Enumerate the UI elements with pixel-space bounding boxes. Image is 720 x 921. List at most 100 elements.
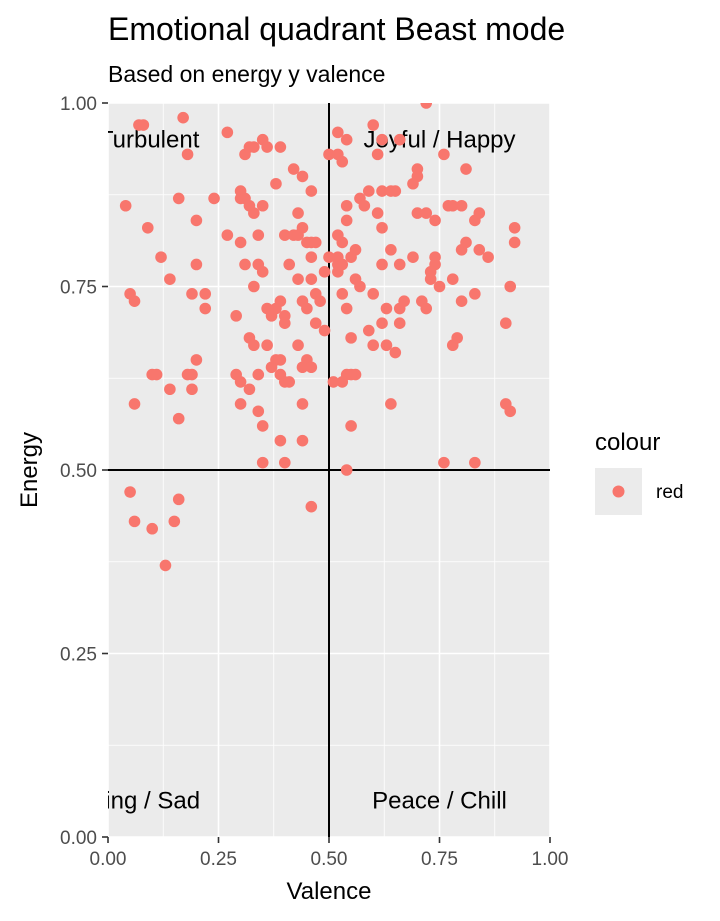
data-point: [128, 295, 141, 307]
data-point: [482, 251, 494, 263]
data-point: [398, 295, 410, 307]
data-point: [177, 111, 189, 124]
data-point: [336, 155, 349, 168]
data-point: [150, 368, 163, 381]
data-point: [393, 317, 406, 330]
data-point: [314, 295, 326, 307]
data-point: [261, 339, 273, 352]
data-point: [172, 412, 185, 425]
data-points: [119, 103, 521, 572]
data-point: [340, 464, 353, 476]
annotation-depressing-sad: Depressing / Sad: [16, 787, 200, 814]
data-point: [393, 133, 406, 146]
data-point: [296, 221, 309, 234]
data-point: [172, 192, 185, 205]
data-point: [256, 456, 269, 469]
data-point: [248, 141, 260, 153]
data-point: [433, 280, 446, 293]
y-axis-title: Energy: [16, 432, 43, 508]
data-point: [336, 258, 349, 271]
data-point: [407, 177, 419, 190]
data-point: [376, 221, 388, 234]
y-tick-label: 0.50: [60, 461, 97, 482]
data-point: [283, 258, 296, 271]
data-point: [155, 251, 167, 263]
data-point: [376, 185, 388, 197]
data-point: [460, 236, 472, 249]
data-point: [296, 434, 309, 447]
data-point: [349, 368, 362, 381]
data-point: [367, 288, 380, 300]
y-tick-label: 0.75: [60, 278, 97, 299]
data-point: [164, 383, 176, 396]
data-point: [345, 332, 357, 344]
data-point: [141, 221, 154, 234]
data-point: [420, 207, 433, 219]
data-point: [345, 420, 357, 432]
data-point: [455, 199, 468, 212]
data-point: [159, 559, 172, 572]
annotation-peace-chill: Peace / Chill: [372, 787, 507, 814]
data-point: [446, 199, 459, 212]
data-point: [221, 229, 234, 241]
data-point: [362, 185, 375, 197]
data-point: [371, 148, 384, 161]
data-point: [438, 456, 450, 469]
data-point: [473, 207, 486, 219]
data-point: [301, 302, 313, 315]
data-point: [124, 486, 136, 498]
data-point: [292, 207, 304, 219]
data-point: [424, 266, 437, 278]
data-point: [168, 515, 181, 528]
data-point: [349, 244, 362, 256]
data-point: [473, 244, 486, 256]
x-tick-label: 0.25: [200, 849, 237, 870]
data-point: [252, 405, 265, 418]
annotation-joyful-happy: Joyful / Happy: [363, 127, 515, 154]
data-point: [248, 207, 260, 219]
x-tick-label: 0.50: [311, 849, 348, 870]
data-point: [261, 141, 273, 153]
data-point: [199, 302, 212, 315]
data-point: [305, 361, 318, 374]
data-point: [407, 251, 419, 263]
data-point: [230, 310, 242, 322]
data-point: [376, 258, 388, 271]
data-point: [221, 126, 234, 139]
data-point: [252, 229, 265, 241]
data-point: [367, 119, 380, 131]
data-point: [305, 251, 318, 263]
data-point: [451, 332, 463, 344]
data-point: [340, 214, 353, 227]
data-point: [380, 339, 393, 352]
data-point: [256, 420, 269, 432]
data-point: [128, 515, 141, 528]
data-point: [309, 236, 322, 249]
data-point: [190, 354, 203, 366]
data-point: [358, 199, 371, 212]
data-point: [234, 376, 247, 388]
chart-subtitle: Based on energy y valence: [108, 61, 385, 87]
data-point: [186, 383, 198, 396]
chart-title: Emotional quadrant Beast mode: [108, 11, 565, 47]
y-axis: 0.00 0.25 0.50 0.75 1.00: [60, 94, 108, 849]
legend: colour red: [595, 429, 683, 515]
y-tick-label: 0.25: [60, 645, 97, 666]
data-point: [274, 295, 287, 307]
data-point: [186, 288, 198, 300]
data-point: [469, 288, 481, 300]
data-point: [354, 280, 366, 293]
data-point: [500, 317, 512, 330]
data-point: [292, 273, 304, 285]
data-point: [305, 273, 318, 285]
y-tick-label: 0.00: [60, 828, 97, 849]
data-point: [438, 148, 450, 161]
data-point: [504, 280, 517, 293]
data-point: [128, 398, 141, 410]
data-point: [296, 398, 309, 410]
data-point: [318, 324, 331, 337]
data-point: [504, 405, 517, 418]
data-point: [508, 221, 521, 234]
data-point: [208, 192, 220, 205]
